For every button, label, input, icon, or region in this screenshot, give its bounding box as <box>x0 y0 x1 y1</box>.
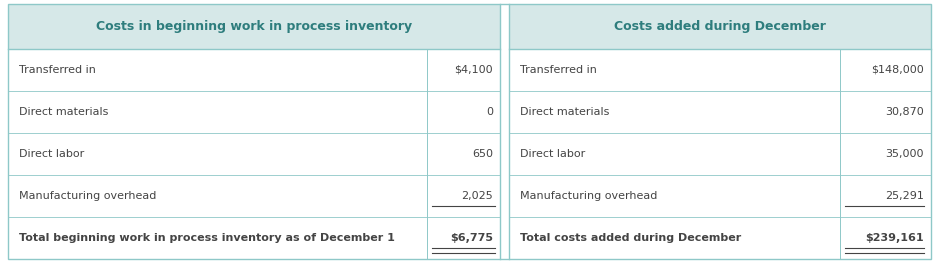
Text: Direct labor: Direct labor <box>520 149 585 159</box>
Text: $6,775: $6,775 <box>450 233 493 243</box>
Text: Direct materials: Direct materials <box>19 107 108 117</box>
Bar <box>509 4 931 49</box>
Text: $148,000: $148,000 <box>871 65 924 75</box>
Text: Direct labor: Direct labor <box>19 149 84 159</box>
Text: $239,161: $239,161 <box>866 233 924 243</box>
Text: 0: 0 <box>486 107 493 117</box>
Bar <box>8 4 500 49</box>
Text: Manufacturing overhead: Manufacturing overhead <box>19 191 156 201</box>
Text: Direct materials: Direct materials <box>520 107 609 117</box>
Text: Transferred in: Transferred in <box>19 65 96 75</box>
Text: 2,025: 2,025 <box>461 191 493 201</box>
Text: 35,000: 35,000 <box>885 149 924 159</box>
Text: $4,100: $4,100 <box>454 65 493 75</box>
Text: Costs added during December: Costs added during December <box>614 20 826 33</box>
Text: 30,870: 30,870 <box>885 107 924 117</box>
Text: 650: 650 <box>472 149 493 159</box>
Text: Manufacturing overhead: Manufacturing overhead <box>520 191 657 201</box>
Text: 25,291: 25,291 <box>885 191 924 201</box>
Text: Total beginning work in process inventory as of December 1: Total beginning work in process inventor… <box>19 233 394 243</box>
Text: Total costs added during December: Total costs added during December <box>520 233 742 243</box>
Text: Costs in beginning work in process inventory: Costs in beginning work in process inven… <box>96 20 412 33</box>
Text: Transferred in: Transferred in <box>520 65 597 75</box>
